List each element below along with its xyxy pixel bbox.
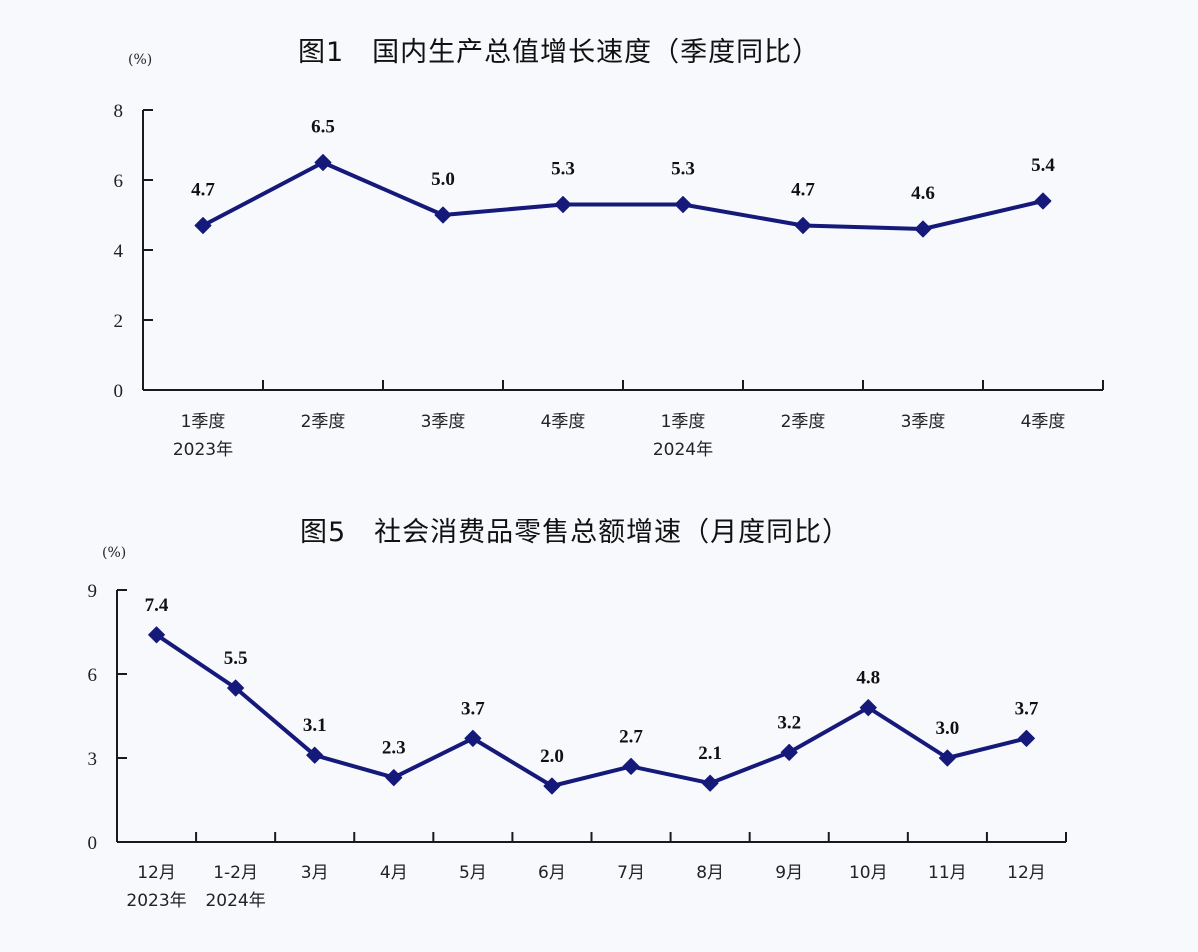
x-category-label: 12月 bbox=[1007, 863, 1046, 883]
data-value-label: 3.7 bbox=[461, 698, 485, 719]
data-value-label: 3.1 bbox=[303, 715, 327, 736]
x-category-label: 4季度 bbox=[541, 412, 586, 432]
diamond-marker-icon bbox=[554, 196, 572, 213]
data-value-label: 4.6 bbox=[911, 183, 935, 204]
data-value-label: 3.2 bbox=[777, 712, 801, 733]
diamond-marker-icon bbox=[306, 746, 324, 764]
diamond-marker-icon bbox=[543, 777, 561, 795]
y-tick-label: 3 bbox=[88, 749, 98, 770]
chart2-title: 图5 社会消费品零售总额增速（月度同比） bbox=[300, 517, 851, 548]
x-category-label: 3月 bbox=[301, 863, 329, 883]
diamond-marker-icon bbox=[227, 679, 245, 697]
x-category-label: 2季度 bbox=[301, 412, 346, 432]
data-value-label: 5.4 bbox=[1031, 155, 1055, 176]
diamond-marker-icon bbox=[938, 749, 956, 767]
data-value-label: 7.4 bbox=[145, 595, 169, 616]
chart1-title: 图1 国内生产总值增长速度（季度同比） bbox=[298, 37, 821, 68]
y-tick-label: 6 bbox=[88, 665, 98, 686]
x-category-label: 1季度 bbox=[181, 412, 226, 432]
y-tick-label: 6 bbox=[114, 171, 124, 192]
diamond-marker-icon bbox=[434, 206, 452, 224]
y-tick-label: 8 bbox=[114, 101, 124, 122]
x-category-label: 4月 bbox=[380, 863, 408, 883]
chart2-unit-label: (%) bbox=[102, 545, 127, 561]
data-line bbox=[202, 160, 1044, 231]
x-category-label: 11月 bbox=[928, 863, 967, 883]
diamond-marker-icon bbox=[464, 729, 482, 747]
x-category-label: 4季度 bbox=[1021, 412, 1066, 432]
diamond-marker-icon bbox=[794, 217, 812, 234]
x-category-label: 7月 bbox=[617, 863, 645, 883]
x-category-label: 3季度 bbox=[901, 412, 946, 432]
y-tick-label: 0 bbox=[88, 833, 98, 854]
x-category-label: 8月 bbox=[696, 863, 724, 883]
data-value-label: 5.5 bbox=[224, 648, 248, 669]
data-value-label: 2.0 bbox=[540, 746, 564, 767]
data-value-label: 4.8 bbox=[856, 668, 880, 689]
x-year-label: 2024年 bbox=[205, 891, 265, 911]
x-category-label: 10月 bbox=[849, 863, 888, 883]
x-category-label: 6月 bbox=[538, 863, 566, 883]
x-category-label: 3季度 bbox=[421, 412, 466, 432]
data-value-label: 2.3 bbox=[382, 738, 406, 759]
data-value-label: 3.0 bbox=[936, 718, 960, 739]
data-value-label: 5.3 bbox=[671, 159, 695, 180]
x-year-label: 2024年 bbox=[653, 440, 713, 460]
y-tick-label: 4 bbox=[114, 241, 124, 262]
data-value-label: 6.5 bbox=[311, 117, 335, 138]
x-category-label: 1季度 bbox=[661, 412, 706, 432]
x-category-label: 5月 bbox=[459, 863, 487, 883]
chart1-unit-label: (%) bbox=[128, 52, 153, 68]
y-tick-label: 9 bbox=[88, 581, 98, 602]
data-value-label: 5.0 bbox=[431, 169, 455, 190]
x-category-label: 2季度 bbox=[781, 412, 826, 432]
diamond-marker-icon bbox=[148, 626, 166, 644]
diamond-marker-icon bbox=[1034, 192, 1052, 210]
data-value-label: 2.1 bbox=[698, 743, 722, 764]
x-category-label: 9月 bbox=[775, 863, 803, 883]
data-value-label: 4.7 bbox=[791, 180, 815, 201]
diamond-marker-icon bbox=[780, 743, 798, 761]
diamond-marker-icon bbox=[194, 217, 212, 234]
diamond-marker-icon bbox=[914, 220, 932, 238]
y-tick-label: 0 bbox=[114, 381, 124, 402]
diamond-marker-icon bbox=[622, 757, 640, 775]
x-category-label: 1-2月 bbox=[213, 863, 258, 883]
data-value-label: 5.3 bbox=[551, 159, 575, 180]
x-year-label: 2023年 bbox=[126, 891, 186, 911]
diamond-marker-icon bbox=[674, 196, 692, 213]
diamond-marker-icon bbox=[701, 774, 719, 792]
data-value-label: 4.7 bbox=[191, 180, 215, 201]
diamond-marker-icon bbox=[314, 154, 332, 171]
data-line bbox=[155, 633, 1027, 788]
x-category-label: 12月 bbox=[137, 863, 176, 883]
diamond-marker-icon bbox=[859, 699, 877, 717]
data-value-label: 3.7 bbox=[1015, 698, 1039, 719]
diamond-marker-icon bbox=[1017, 729, 1035, 747]
x-year-label: 2023年 bbox=[173, 440, 233, 460]
data-value-label: 2.7 bbox=[619, 726, 643, 747]
y-tick-label: 2 bbox=[114, 311, 124, 332]
diamond-marker-icon bbox=[385, 769, 403, 787]
